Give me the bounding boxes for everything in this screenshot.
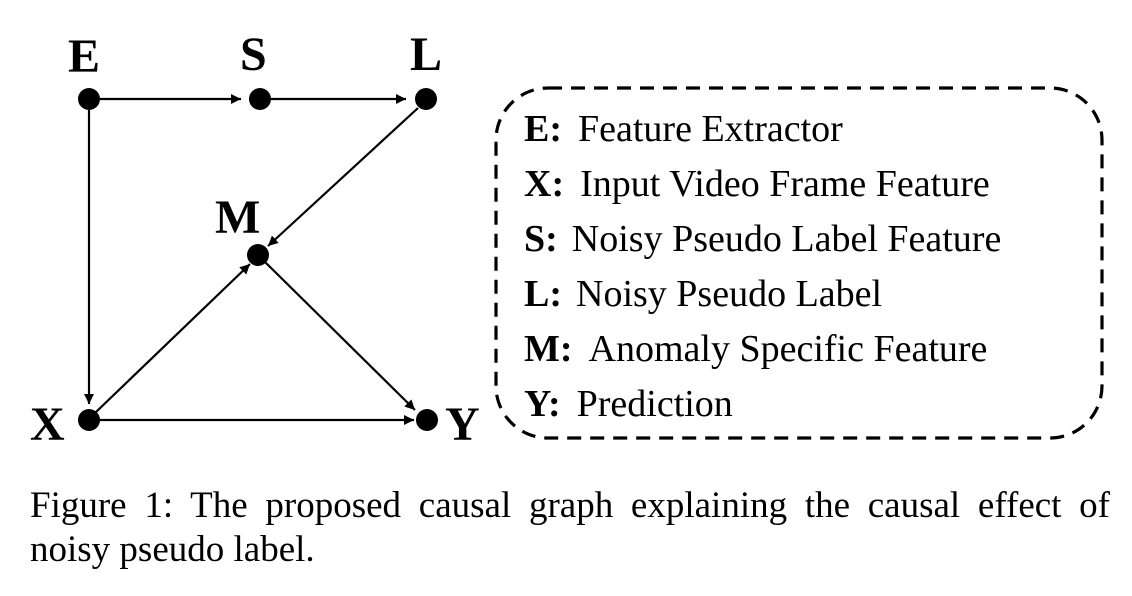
edge-x-to-m	[95, 263, 251, 413]
edge-m-to-y	[264, 261, 416, 411]
legend-item-y: Y: Prediction	[524, 383, 733, 425]
node-y-label: Y	[445, 398, 480, 451]
node-e-label: E	[68, 30, 100, 83]
graph-nodes	[78, 88, 438, 431]
causal-graph: E S L M X Y E: Feature Extractor X: Inpu…	[30, 28, 1104, 451]
legend-item-s: S: Noisy Pseudo Label Feature	[524, 218, 1001, 260]
node-s	[249, 88, 271, 110]
legend-item-e: E: Feature Extractor	[524, 108, 843, 150]
legend-text-x: Input Video Frame Feature	[580, 163, 990, 205]
node-e	[78, 88, 100, 110]
legend-text-e: Feature Extractor	[578, 108, 843, 150]
legend-text-y: Prediction	[577, 383, 733, 425]
node-l	[415, 88, 437, 110]
legend-item-l: L: Noisy Pseudo Label	[524, 273, 882, 315]
legend-key-l: L:	[524, 273, 562, 315]
graph-node-labels: E S L M X Y	[30, 28, 480, 451]
node-y	[416, 409, 438, 431]
graph-edges	[84, 94, 419, 425]
node-x-label: X	[30, 398, 65, 451]
node-l-label: L	[410, 28, 442, 81]
legend-item-x: X: Input Video Frame Feature	[524, 163, 990, 205]
figure-caption: Figure 1: The proposed causal graph expl…	[30, 485, 1110, 570]
node-x	[78, 409, 100, 431]
node-m-label: M	[215, 191, 260, 244]
legend-text-s: Noisy Pseudo Label Feature	[572, 218, 1002, 260]
legend-key-y: Y:	[524, 383, 561, 425]
legend-border	[494, 86, 1104, 440]
legend-key-x: X:	[524, 163, 564, 205]
node-s-label: S	[240, 28, 267, 81]
legend: E: Feature Extractor X: Input Video Fram…	[494, 86, 1104, 440]
edge-l-to-m	[267, 107, 419, 247]
legend-key-s: S:	[524, 218, 558, 260]
node-m	[247, 244, 269, 266]
legend-text-l: Noisy Pseudo Label	[576, 273, 882, 315]
legend-key-m: M:	[524, 328, 573, 370]
legend-text-m: Anomaly Specific Feature	[589, 328, 988, 370]
legend-item-m: M: Anomaly Specific Feature	[524, 328, 987, 370]
legend-key-e: E:	[524, 108, 562, 150]
